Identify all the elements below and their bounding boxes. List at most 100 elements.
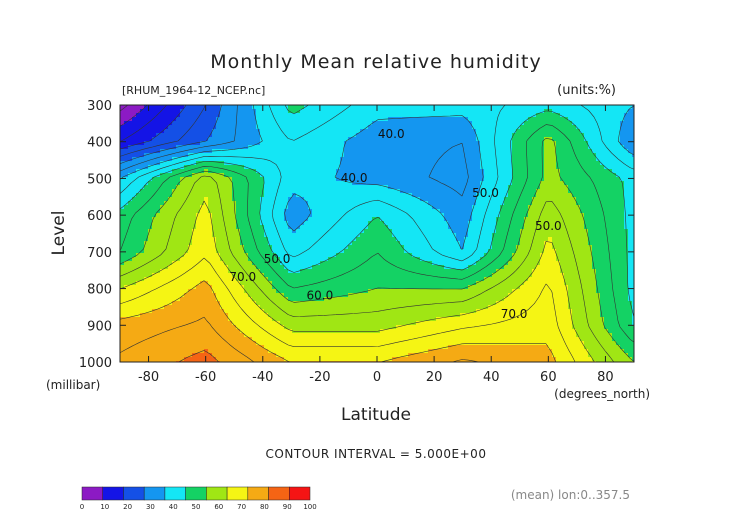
field-cell	[168, 329, 173, 334]
field-cell	[404, 201, 409, 206]
field-cell	[212, 293, 217, 298]
field-cell	[140, 301, 145, 306]
field-cell	[416, 157, 421, 162]
field-cell	[208, 217, 213, 222]
field-cell	[372, 221, 377, 226]
field-cell	[352, 249, 357, 254]
field-cell	[156, 113, 161, 118]
field-cell	[340, 109, 345, 114]
field-cell	[376, 333, 381, 338]
field-cell	[176, 289, 181, 294]
field-cell	[160, 257, 165, 262]
field-cell	[252, 297, 257, 302]
field-cell	[128, 181, 133, 186]
field-cell	[124, 165, 129, 170]
field-cell	[184, 353, 189, 358]
field-cell	[324, 193, 329, 198]
field-cell	[420, 233, 425, 238]
field-cell	[120, 293, 125, 298]
field-cell	[344, 341, 349, 346]
field-cell	[312, 217, 317, 222]
field-cell	[228, 161, 233, 166]
field-cell	[368, 125, 373, 130]
field-cell	[424, 301, 429, 306]
field-cell	[312, 105, 317, 110]
field-cell	[300, 161, 305, 166]
field-cell	[180, 197, 185, 202]
field-cell	[268, 173, 273, 178]
field-cell	[312, 325, 317, 330]
field-cell	[412, 185, 417, 190]
field-cell	[304, 157, 309, 162]
field-cell	[240, 293, 245, 298]
field-cell	[188, 157, 193, 162]
field-cell	[176, 105, 181, 110]
field-cell	[316, 281, 321, 286]
field-cell	[184, 213, 189, 218]
field-cell	[152, 325, 157, 330]
field-cell	[184, 193, 189, 198]
field-cell	[160, 157, 165, 162]
field-cell	[328, 345, 333, 350]
field-cell	[224, 253, 229, 258]
field-cell	[232, 189, 237, 194]
field-cell	[280, 197, 285, 202]
field-cell	[164, 297, 169, 302]
field-cell	[128, 173, 133, 178]
field-cell	[276, 213, 281, 218]
field-cell	[272, 301, 277, 306]
field-cell	[272, 117, 277, 122]
field-cell	[312, 285, 317, 290]
field-cell	[180, 129, 185, 134]
field-cell	[140, 221, 145, 226]
field-cell	[244, 209, 249, 214]
field-cell	[272, 337, 277, 342]
field-cell	[412, 229, 417, 234]
field-cell	[240, 309, 245, 314]
field-cell	[328, 153, 333, 158]
field-cell	[272, 217, 277, 222]
field-cell	[416, 261, 421, 266]
field-cell	[328, 109, 333, 114]
field-cell	[152, 289, 157, 294]
field-cell	[248, 245, 253, 250]
field-cell	[172, 273, 177, 278]
field-cell	[216, 357, 221, 362]
field-cell	[380, 321, 385, 326]
field-cell	[332, 181, 337, 186]
field-cell	[248, 321, 253, 326]
field-cell	[412, 257, 417, 262]
field-cell	[224, 349, 229, 354]
field-cell	[344, 349, 349, 354]
field-cell	[236, 281, 241, 286]
field-cell	[188, 285, 193, 290]
field-cell	[244, 237, 249, 242]
field-cell	[292, 141, 297, 146]
field-cell	[312, 133, 317, 138]
field-cell	[244, 261, 249, 266]
field-cell	[408, 189, 413, 194]
field-cell	[224, 177, 229, 182]
field-cell	[408, 109, 413, 114]
field-cell	[228, 121, 233, 126]
field-cell	[324, 309, 329, 314]
field-cell	[256, 237, 261, 242]
field-cell	[312, 305, 317, 310]
field-cell	[304, 345, 309, 350]
field-cell	[348, 273, 353, 278]
field-cell	[176, 129, 181, 134]
field-cell	[424, 109, 429, 114]
field-cell	[164, 165, 169, 170]
field-cell	[328, 217, 333, 222]
field-cell	[292, 145, 297, 150]
field-cell	[160, 325, 165, 330]
field-cell	[216, 133, 221, 138]
field-cell	[144, 289, 149, 294]
field-cell	[272, 317, 277, 322]
field-cell	[124, 229, 129, 234]
field-cell	[284, 133, 289, 138]
field-cell	[264, 153, 269, 158]
field-cell	[260, 325, 265, 330]
field-cell	[184, 229, 189, 234]
field-cell	[188, 133, 193, 138]
